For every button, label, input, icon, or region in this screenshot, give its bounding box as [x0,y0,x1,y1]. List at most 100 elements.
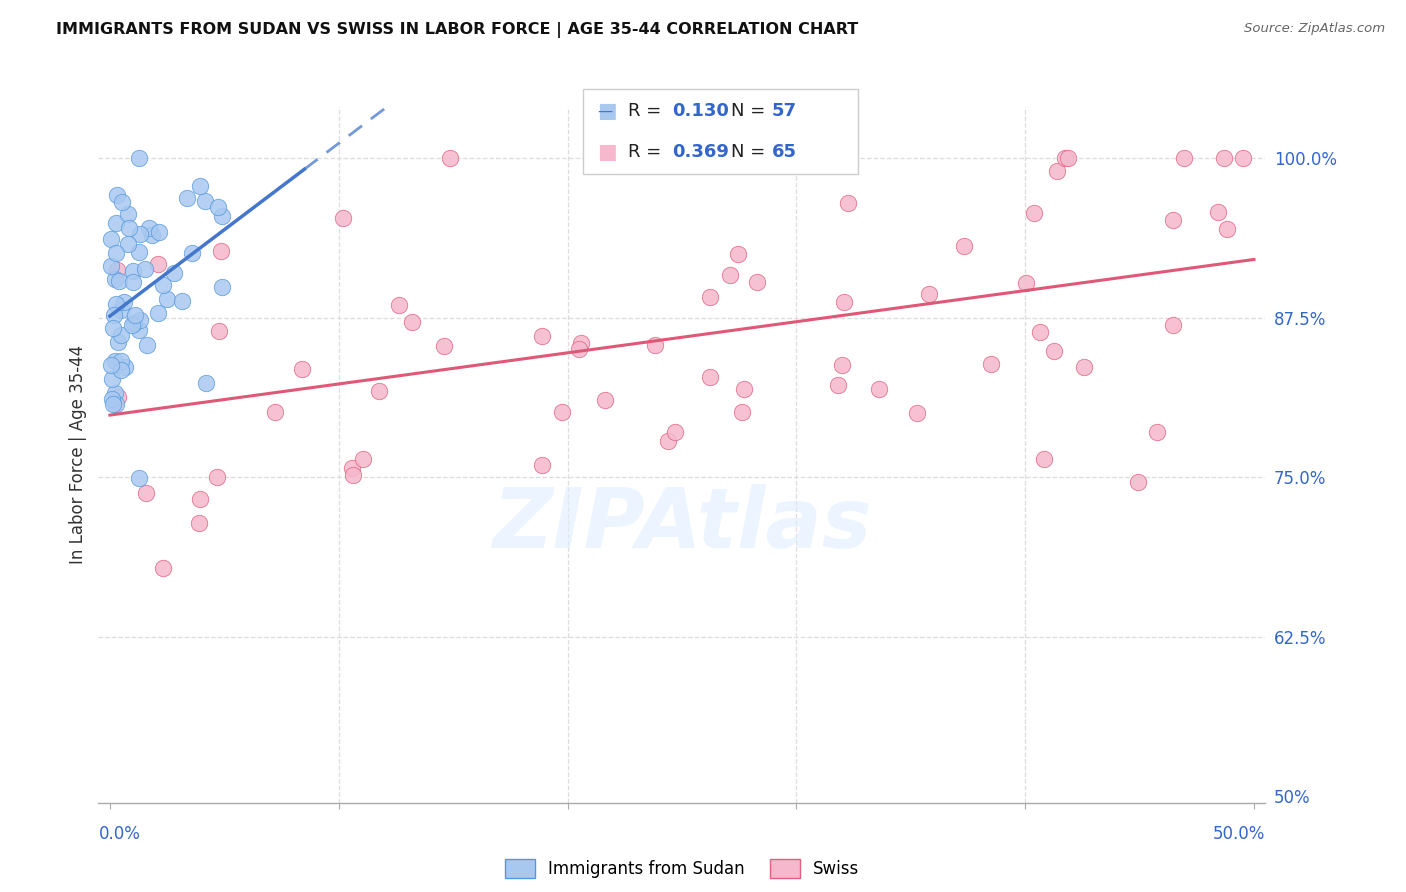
Point [108,274,131,288]
Point [128,313,150,327]
Point [163,266,186,280]
Point [100,358,122,372]
Point [146,306,169,320]
Text: ZIPAtlas: ZIPAtlas [492,484,872,565]
Point [1206,204,1229,219]
Text: 0.369: 0.369 [672,143,728,161]
Point [101,372,124,386]
Point [1232,151,1254,165]
Point [837,195,859,210]
Point [135,338,157,352]
Point [110,303,132,318]
Point [122,275,145,289]
Point [1054,151,1077,165]
Point [104,386,127,401]
Point [1043,344,1066,359]
Point [156,292,179,306]
Point [664,425,686,439]
Point [209,244,232,258]
Point [332,211,354,225]
Point [141,228,163,243]
Text: Source: ZipAtlas.com: Source: ZipAtlas.com [1244,22,1385,36]
Point [148,225,170,239]
Point [401,315,423,329]
Point [128,470,150,484]
Point [117,207,139,221]
Point [124,309,146,323]
Point [103,308,125,322]
Point [263,405,285,419]
Point [107,335,129,350]
Point [868,382,890,396]
Point [699,369,721,384]
Point [433,339,456,353]
Point [367,384,389,399]
Legend: Immigrants from Sudan, Swiss: Immigrants from Sudan, Swiss [498,853,866,885]
Point [953,239,976,253]
Point [188,491,211,506]
Text: N =: N = [731,103,770,120]
Point [187,516,209,531]
Point [905,406,928,420]
Point [832,294,855,309]
Point [121,318,143,332]
Point [205,469,228,483]
Point [100,232,122,246]
Point [105,216,128,230]
Point [342,467,364,482]
Point [644,338,666,352]
Point [530,458,553,472]
Point [211,279,233,293]
Point [699,290,721,304]
Point [104,272,127,286]
Point [152,277,174,292]
Point [134,262,156,277]
Text: 57: 57 [772,103,797,120]
Point [176,191,198,205]
Point [1032,451,1054,466]
Point [633,155,655,169]
Y-axis label: In Labor Force | Age 35-44: In Labor Force | Age 35-44 [69,345,87,565]
Text: R =: R = [628,103,668,120]
Point [207,200,229,214]
Point [110,328,132,343]
Point [1126,475,1149,489]
Point [211,209,233,223]
Point [111,195,134,210]
Point [208,324,231,338]
Point [101,397,124,411]
Point [290,362,312,376]
Point [551,405,574,419]
Point [1213,151,1236,165]
Point [1029,325,1052,339]
Point [731,405,754,419]
Point [128,245,150,260]
Point [569,336,592,351]
Point [180,246,202,260]
Point [1057,151,1080,165]
Point [1161,212,1184,227]
Point [194,194,217,208]
Point [1173,151,1195,165]
Point [100,259,122,273]
Point [831,358,853,372]
Point [745,275,768,289]
Point [101,321,124,335]
Point [1015,277,1038,291]
Text: —: — [598,104,613,119]
Point [118,220,141,235]
Text: R =: R = [628,143,668,161]
Text: 50.0%: 50.0% [1213,825,1265,843]
Text: N =: N = [731,143,770,161]
Point [138,221,160,235]
Text: 0.130: 0.130 [672,103,728,120]
Text: ■: ■ [598,142,617,161]
Point [105,263,128,277]
Point [1146,425,1168,439]
Point [107,390,129,404]
Point [530,329,553,343]
Point [110,353,132,368]
Point [114,360,136,375]
Point [152,560,174,574]
Point [1161,318,1184,332]
